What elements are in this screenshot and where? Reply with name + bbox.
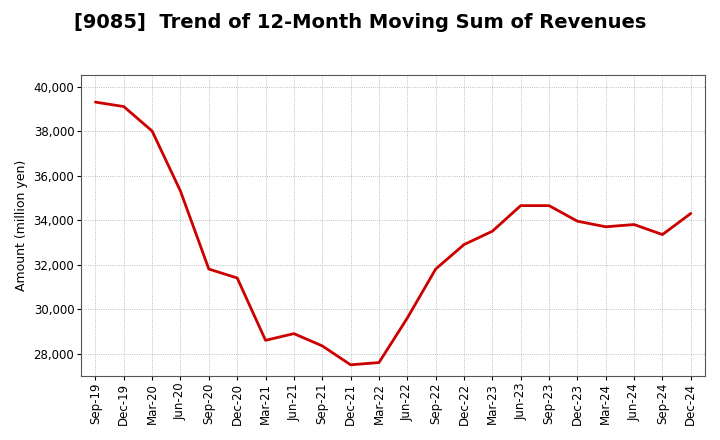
Y-axis label: Amount (million yen): Amount (million yen) — [15, 160, 28, 291]
Text: [9085]  Trend of 12-Month Moving Sum of Revenues: [9085] Trend of 12-Month Moving Sum of R… — [74, 13, 646, 32]
